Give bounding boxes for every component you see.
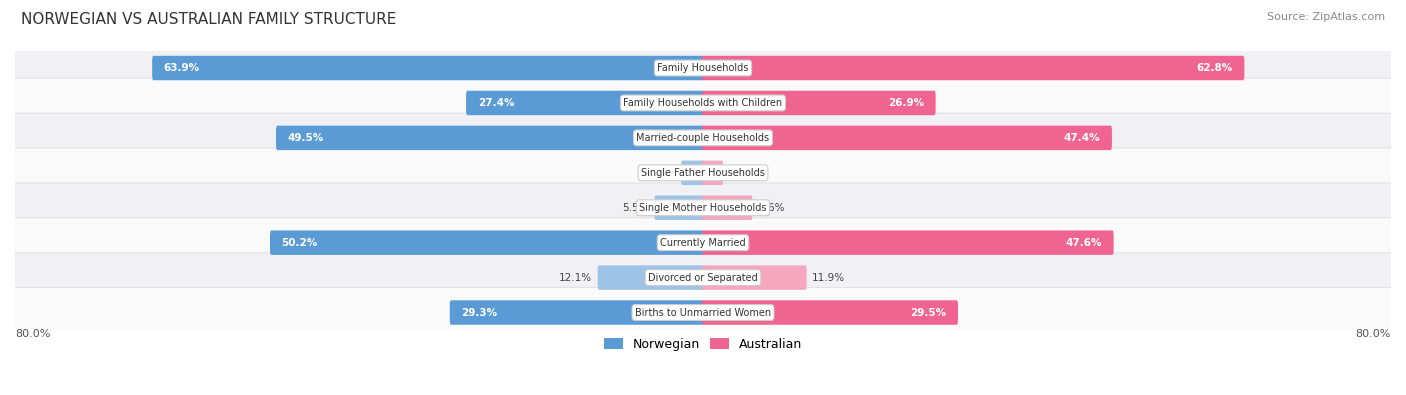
Text: 50.2%: 50.2% [281, 238, 318, 248]
Text: 12.1%: 12.1% [560, 273, 592, 282]
FancyBboxPatch shape [276, 126, 704, 150]
FancyBboxPatch shape [450, 300, 704, 325]
FancyBboxPatch shape [270, 230, 704, 255]
FancyBboxPatch shape [702, 56, 1244, 80]
FancyBboxPatch shape [13, 288, 1393, 337]
Text: Births to Unmarried Women: Births to Unmarried Women [636, 308, 770, 318]
FancyBboxPatch shape [654, 196, 704, 220]
Text: 80.0%: 80.0% [1355, 329, 1391, 339]
FancyBboxPatch shape [13, 43, 1393, 93]
FancyBboxPatch shape [702, 265, 807, 290]
Text: Currently Married: Currently Married [661, 238, 745, 248]
FancyBboxPatch shape [13, 183, 1393, 233]
Text: NORWEGIAN VS AUSTRALIAN FAMILY STRUCTURE: NORWEGIAN VS AUSTRALIAN FAMILY STRUCTURE [21, 12, 396, 27]
Text: Single Father Households: Single Father Households [641, 168, 765, 178]
FancyBboxPatch shape [702, 91, 935, 115]
Text: Source: ZipAtlas.com: Source: ZipAtlas.com [1267, 12, 1385, 22]
Text: 29.3%: 29.3% [461, 308, 498, 318]
FancyBboxPatch shape [702, 300, 957, 325]
FancyBboxPatch shape [13, 253, 1393, 303]
FancyBboxPatch shape [13, 218, 1393, 267]
Text: 26.9%: 26.9% [889, 98, 924, 108]
Text: 80.0%: 80.0% [15, 329, 51, 339]
Text: Family Households: Family Households [658, 63, 748, 73]
Text: Family Households with Children: Family Households with Children [623, 98, 783, 108]
FancyBboxPatch shape [702, 126, 1112, 150]
Text: 5.6%: 5.6% [758, 203, 785, 213]
Text: 11.9%: 11.9% [813, 273, 845, 282]
Text: 47.6%: 47.6% [1066, 238, 1102, 248]
Text: Divorced or Separated: Divorced or Separated [648, 273, 758, 282]
Text: 2.4%: 2.4% [650, 168, 675, 178]
FancyBboxPatch shape [702, 196, 752, 220]
FancyBboxPatch shape [13, 113, 1393, 163]
FancyBboxPatch shape [152, 56, 704, 80]
FancyBboxPatch shape [13, 148, 1393, 198]
FancyBboxPatch shape [465, 91, 704, 115]
Legend: Norwegian, Australian: Norwegian, Australian [598, 332, 808, 357]
Text: Single Mother Households: Single Mother Households [640, 203, 766, 213]
Text: Married-couple Households: Married-couple Households [637, 133, 769, 143]
Text: 27.4%: 27.4% [478, 98, 515, 108]
FancyBboxPatch shape [702, 161, 723, 185]
FancyBboxPatch shape [13, 78, 1393, 128]
Text: 62.8%: 62.8% [1197, 63, 1233, 73]
Text: 47.4%: 47.4% [1064, 133, 1101, 143]
Text: 49.5%: 49.5% [288, 133, 323, 143]
Text: 29.5%: 29.5% [910, 308, 946, 318]
Text: 5.5%: 5.5% [623, 203, 648, 213]
FancyBboxPatch shape [598, 265, 704, 290]
Text: 63.9%: 63.9% [163, 63, 200, 73]
Text: 2.2%: 2.2% [728, 168, 755, 178]
FancyBboxPatch shape [681, 161, 704, 185]
FancyBboxPatch shape [702, 230, 1114, 255]
